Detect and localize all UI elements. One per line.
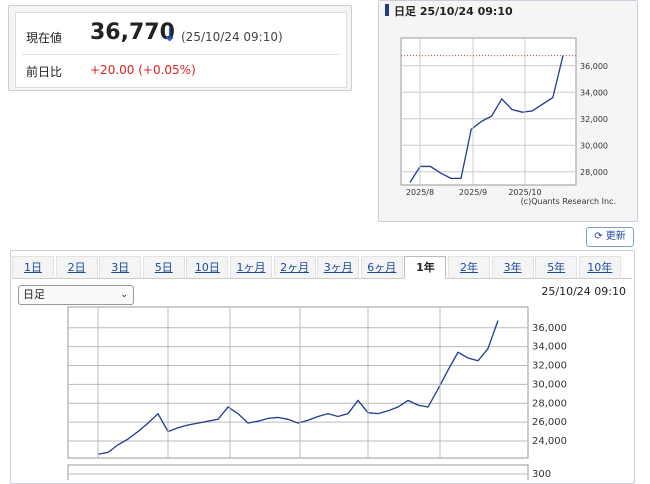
tab[interactable]: 1日	[12, 256, 54, 279]
tab[interactable]: 2日	[55, 256, 98, 279]
change: +20.00 (+0.05%)	[90, 63, 196, 77]
period-select[interactable]: 日足 ⌄	[18, 285, 134, 305]
arrow: ↓	[162, 25, 178, 46]
price-label: 現在値	[26, 31, 63, 45]
change-label: 前日比	[26, 65, 63, 79]
divider	[22, 54, 340, 55]
tab[interactable]: 5年	[535, 256, 578, 279]
tab-bar: 1日 2日 3日 5日 10日 1ヶ月 2ヶ月 3ヶ月 6ヶ月 1年 2年 3年 5年 10年	[12, 254, 632, 279]
quote-card: 現在値 36,770 ↓ (25/10/24 09:10) 前日比 +20.00…	[15, 12, 347, 88]
price: 36,770	[90, 20, 175, 45]
tab[interactable]: 10年	[578, 256, 621, 279]
tab[interactable]: 2年	[448, 256, 490, 279]
tab[interactable]: 6ヶ月	[360, 256, 403, 279]
mini-header: 日足 25/10/24 09:10	[394, 5, 513, 18]
refresh-label: 更新	[605, 231, 626, 242]
tab[interactable]: 2ヶ月	[273, 256, 316, 279]
tab[interactable]: 1ヶ月	[230, 256, 272, 279]
refresh-button[interactable]: ⟳ 更新	[586, 227, 634, 247]
main-time: 25/10/24 09:10	[541, 285, 626, 298]
time: (25/10/24 09:10)	[181, 30, 283, 44]
tab[interactable]: 3ヶ月	[317, 256, 360, 279]
header-icon	[385, 4, 389, 16]
mini-chart-panel	[378, 0, 638, 222]
quote-panel: 現在値 36,770 ↓ (25/10/24 09:10) 前日比 +20.00…	[8, 5, 352, 91]
tab[interactable]: 5日	[142, 256, 185, 279]
tab[interactable]: 1年	[404, 256, 447, 279]
tab[interactable]: 10日	[186, 256, 229, 279]
tab[interactable]: 3日	[99, 256, 142, 279]
tab[interactable]: 3年	[491, 256, 534, 279]
select-label: 日足	[23, 288, 45, 301]
